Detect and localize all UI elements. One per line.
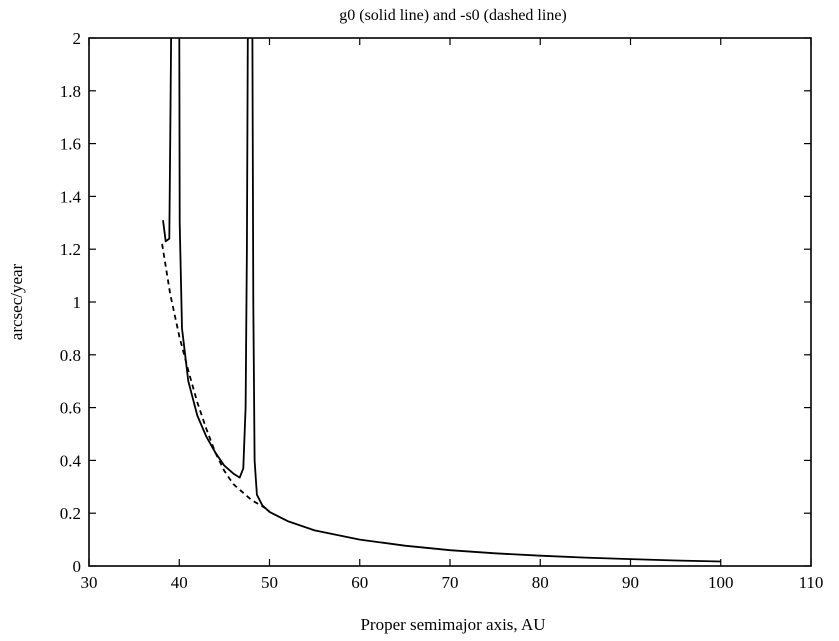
chart-title: g0 (solid line) and -s0 (dashed line) bbox=[339, 7, 567, 24]
y-tick-label: 1 bbox=[73, 293, 82, 312]
x-tick-label: 100 bbox=[708, 573, 734, 592]
dashed-series-line-0 bbox=[161, 243, 270, 512]
solid-series-line-0 bbox=[162, 37, 172, 243]
x-axis: 30 40 50 60 70 80 90 100 110 bbox=[81, 38, 824, 592]
y-axis-label: arcsec/year bbox=[7, 263, 26, 340]
solid-series-line-2 bbox=[251, 37, 721, 563]
x-axis-label: Proper semimajor axis, AU bbox=[360, 615, 545, 634]
x-tick-label: 70 bbox=[442, 573, 459, 592]
x-tick-label: 40 bbox=[171, 573, 188, 592]
y-tick-label: 2 bbox=[73, 29, 82, 48]
y-tick-label: 0.4 bbox=[60, 451, 82, 470]
series-layer bbox=[161, 37, 721, 563]
plot-frame bbox=[88, 37, 812, 567]
y-tick-label: 1.2 bbox=[60, 240, 81, 259]
y-tick-label: 0 bbox=[73, 557, 82, 576]
x-tick-label: 80 bbox=[532, 573, 549, 592]
x-tick-label: 90 bbox=[622, 573, 639, 592]
x-tick-label: 110 bbox=[799, 573, 824, 592]
y-tick-label: 1.8 bbox=[60, 82, 81, 101]
x-tick-label: 60 bbox=[351, 573, 368, 592]
solid-series-line-1 bbox=[178, 37, 249, 479]
y-tick-label: 0.6 bbox=[60, 399, 81, 418]
y-axis: 0 0.2 0.4 0.6 0.8 1 1.2 1.4 1.6 1.8 2 bbox=[60, 29, 811, 576]
y-tick-label: 0.2 bbox=[60, 504, 81, 523]
y-tick-label: 0.8 bbox=[60, 346, 81, 365]
x-tick-label: 30 bbox=[81, 573, 98, 592]
y-tick-label: 1.4 bbox=[60, 187, 82, 206]
x-tick-label: 50 bbox=[261, 573, 278, 592]
y-tick-label: 1.6 bbox=[60, 135, 81, 154]
